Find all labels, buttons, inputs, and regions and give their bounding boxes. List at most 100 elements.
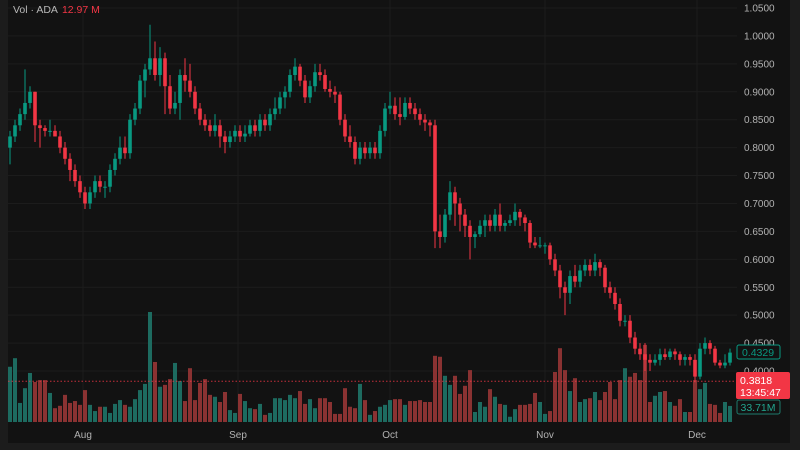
volume-bar bbox=[258, 403, 262, 422]
volume-bar bbox=[248, 408, 252, 422]
candle-body bbox=[328, 88, 332, 92]
candle-body bbox=[678, 354, 682, 360]
volume-bar bbox=[318, 398, 322, 422]
volume-bar bbox=[563, 370, 567, 422]
candle-body bbox=[673, 351, 677, 355]
y-tick-label: 0.8000 bbox=[744, 143, 775, 154]
volume-bar bbox=[583, 399, 587, 422]
candle-body bbox=[508, 220, 512, 224]
volume-bar bbox=[528, 403, 532, 422]
candle-body bbox=[503, 223, 507, 226]
volume-bar bbox=[38, 380, 42, 422]
candles bbox=[8, 24, 732, 383]
candle-body bbox=[93, 181, 97, 193]
volume-bar bbox=[33, 382, 37, 422]
volume-bar bbox=[703, 382, 707, 422]
volume-legend[interactable]: Vol · ADA 12.97 M bbox=[13, 4, 100, 16]
candle-body bbox=[43, 128, 47, 131]
volume-bar bbox=[113, 403, 117, 422]
time-axis[interactable]: Aug Sep Oct Nov Dec bbox=[74, 430, 706, 441]
candle-body bbox=[388, 105, 392, 109]
candle-body bbox=[138, 80, 142, 109]
candle-body bbox=[573, 276, 577, 282]
volume-bar bbox=[653, 395, 657, 422]
volume-bar bbox=[213, 396, 217, 422]
candle-body bbox=[218, 125, 222, 137]
candle-body bbox=[98, 181, 102, 187]
y-tick-label: 0.7000 bbox=[744, 199, 775, 210]
candle-body bbox=[458, 203, 462, 215]
countdown-timer: 13:45:47 bbox=[740, 387, 781, 399]
volume-bar bbox=[458, 393, 462, 422]
volume-bar bbox=[633, 372, 637, 422]
volume-bar bbox=[218, 402, 222, 422]
candle-body bbox=[48, 130, 52, 132]
candle-body bbox=[313, 72, 317, 87]
candle-body bbox=[418, 114, 422, 120]
last-volume-label: 33.71M bbox=[736, 399, 781, 415]
volume-bar bbox=[163, 384, 167, 422]
candle-body bbox=[723, 362, 727, 366]
volume-bar bbox=[648, 402, 652, 422]
candle-body bbox=[133, 108, 137, 120]
candle-body bbox=[68, 158, 72, 170]
candle-body bbox=[233, 130, 237, 137]
x-tick-label: Oct bbox=[382, 430, 398, 441]
volume-bar bbox=[413, 401, 417, 422]
candle-body bbox=[143, 69, 147, 81]
candle-body bbox=[248, 125, 252, 134]
volume-bar bbox=[693, 380, 697, 422]
candle-body bbox=[23, 102, 27, 115]
volume-bar bbox=[158, 386, 162, 422]
candle-body bbox=[198, 108, 202, 120]
candle-body bbox=[708, 343, 712, 349]
candle-body bbox=[658, 354, 662, 360]
candle-body bbox=[468, 225, 472, 237]
volume-bar bbox=[538, 402, 542, 422]
candle-body bbox=[293, 66, 297, 76]
volume-bar bbox=[688, 412, 692, 422]
volume-bar bbox=[428, 402, 432, 422]
volume-bar bbox=[193, 400, 197, 422]
volume-bar bbox=[463, 385, 467, 422]
candle-body bbox=[183, 75, 187, 81]
volume-bar bbox=[478, 402, 482, 422]
candle-body bbox=[283, 91, 287, 98]
candle-body bbox=[188, 80, 192, 92]
candle-body bbox=[728, 352, 732, 363]
volume-bars bbox=[8, 312, 732, 422]
volume-bar bbox=[588, 398, 592, 422]
y-tick-label: 0.6500 bbox=[744, 227, 775, 238]
volume-bar bbox=[443, 375, 447, 422]
candle-body bbox=[13, 125, 17, 137]
volume-bar bbox=[18, 402, 22, 422]
volume-bar bbox=[143, 383, 147, 422]
volume-bar bbox=[613, 399, 617, 422]
x-tick-label: Aug bbox=[74, 430, 92, 441]
candle-body bbox=[443, 214, 447, 237]
candle-body bbox=[698, 348, 702, 377]
current-price-value: 0.3818 bbox=[740, 375, 772, 387]
volume-bar bbox=[698, 389, 702, 422]
volume-bar bbox=[283, 400, 287, 422]
y-tick-label: 1.0000 bbox=[744, 31, 775, 42]
volume-bar bbox=[228, 410, 232, 422]
volume-bar bbox=[138, 390, 142, 422]
volume-bar bbox=[128, 406, 132, 422]
volume-bar bbox=[423, 402, 427, 422]
volume-bar bbox=[628, 376, 632, 422]
candle-body bbox=[258, 119, 262, 131]
volume-bar bbox=[488, 389, 492, 422]
candle-body bbox=[643, 354, 647, 360]
volume-bar bbox=[713, 404, 717, 422]
volume-bar bbox=[298, 391, 302, 422]
candle-body bbox=[303, 80, 307, 98]
volume-bar bbox=[78, 404, 82, 422]
volume-bar bbox=[313, 408, 317, 422]
candle-body bbox=[703, 343, 707, 349]
candle-body bbox=[483, 220, 487, 226]
y-tick-label: 0.7500 bbox=[744, 171, 775, 182]
candle-body bbox=[568, 276, 572, 293]
